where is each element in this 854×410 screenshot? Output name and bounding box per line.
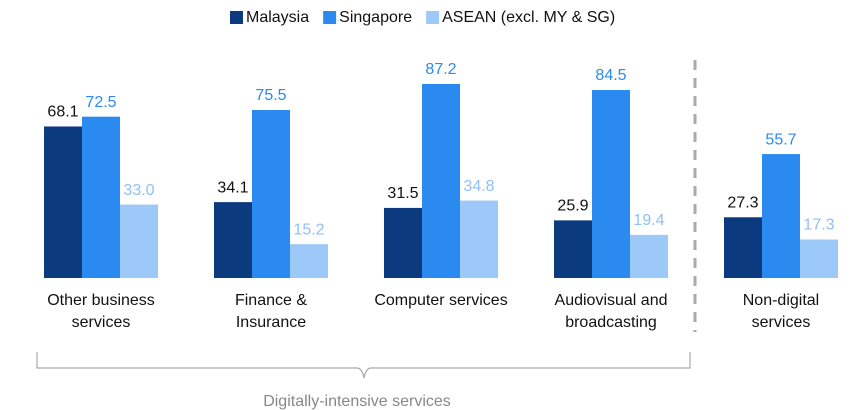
bar (44, 126, 82, 278)
legend-label: Singapore (339, 9, 412, 26)
category-label: Computer services (374, 292, 508, 309)
bar (384, 207, 422, 278)
value-label: 55.7 (765, 131, 796, 148)
value-label: 31.5 (387, 185, 418, 202)
legend-swatch (426, 11, 440, 24)
bar (800, 239, 838, 278)
value-label: 25.9 (557, 198, 588, 215)
bar (762, 154, 800, 278)
bar (554, 220, 592, 278)
value-label: 19.4 (633, 212, 664, 229)
value-label: 34.1 (217, 179, 248, 196)
legend-label: ASEAN (excl. MY & SG) (442, 9, 615, 26)
bar (724, 217, 762, 278)
bar (214, 202, 252, 278)
value-label: 33.0 (123, 182, 154, 199)
bar (460, 200, 498, 278)
bar (120, 204, 158, 278)
bar (82, 116, 120, 278)
legend-label: Malaysia (246, 9, 309, 26)
value-label: 87.2 (425, 61, 456, 78)
value-label: 17.3 (803, 217, 834, 234)
bar (290, 244, 328, 278)
category-label: Finance & Insurance (234, 292, 308, 331)
value-label: 34.8 (463, 178, 494, 195)
bar (252, 110, 290, 278)
bracket (36, 352, 691, 379)
value-label: 72.5 (85, 94, 116, 111)
bar (630, 234, 668, 278)
value-label: 75.5 (255, 87, 286, 104)
value-label: 15.2 (293, 221, 324, 238)
group-label: Digitally-intensive services (263, 393, 451, 410)
category-label: Non-digital services (742, 292, 820, 331)
legend-swatch (230, 11, 243, 24)
category-label: Audiovisual and broadcasting (554, 292, 668, 331)
value-label: 68.1 (47, 104, 78, 121)
value-label: 27.3 (727, 194, 758, 211)
category-label: Other business services (47, 292, 155, 331)
bar (592, 89, 630, 278)
legend-swatch (323, 11, 337, 24)
bar (422, 83, 460, 278)
value-label: 84.5 (595, 67, 626, 84)
